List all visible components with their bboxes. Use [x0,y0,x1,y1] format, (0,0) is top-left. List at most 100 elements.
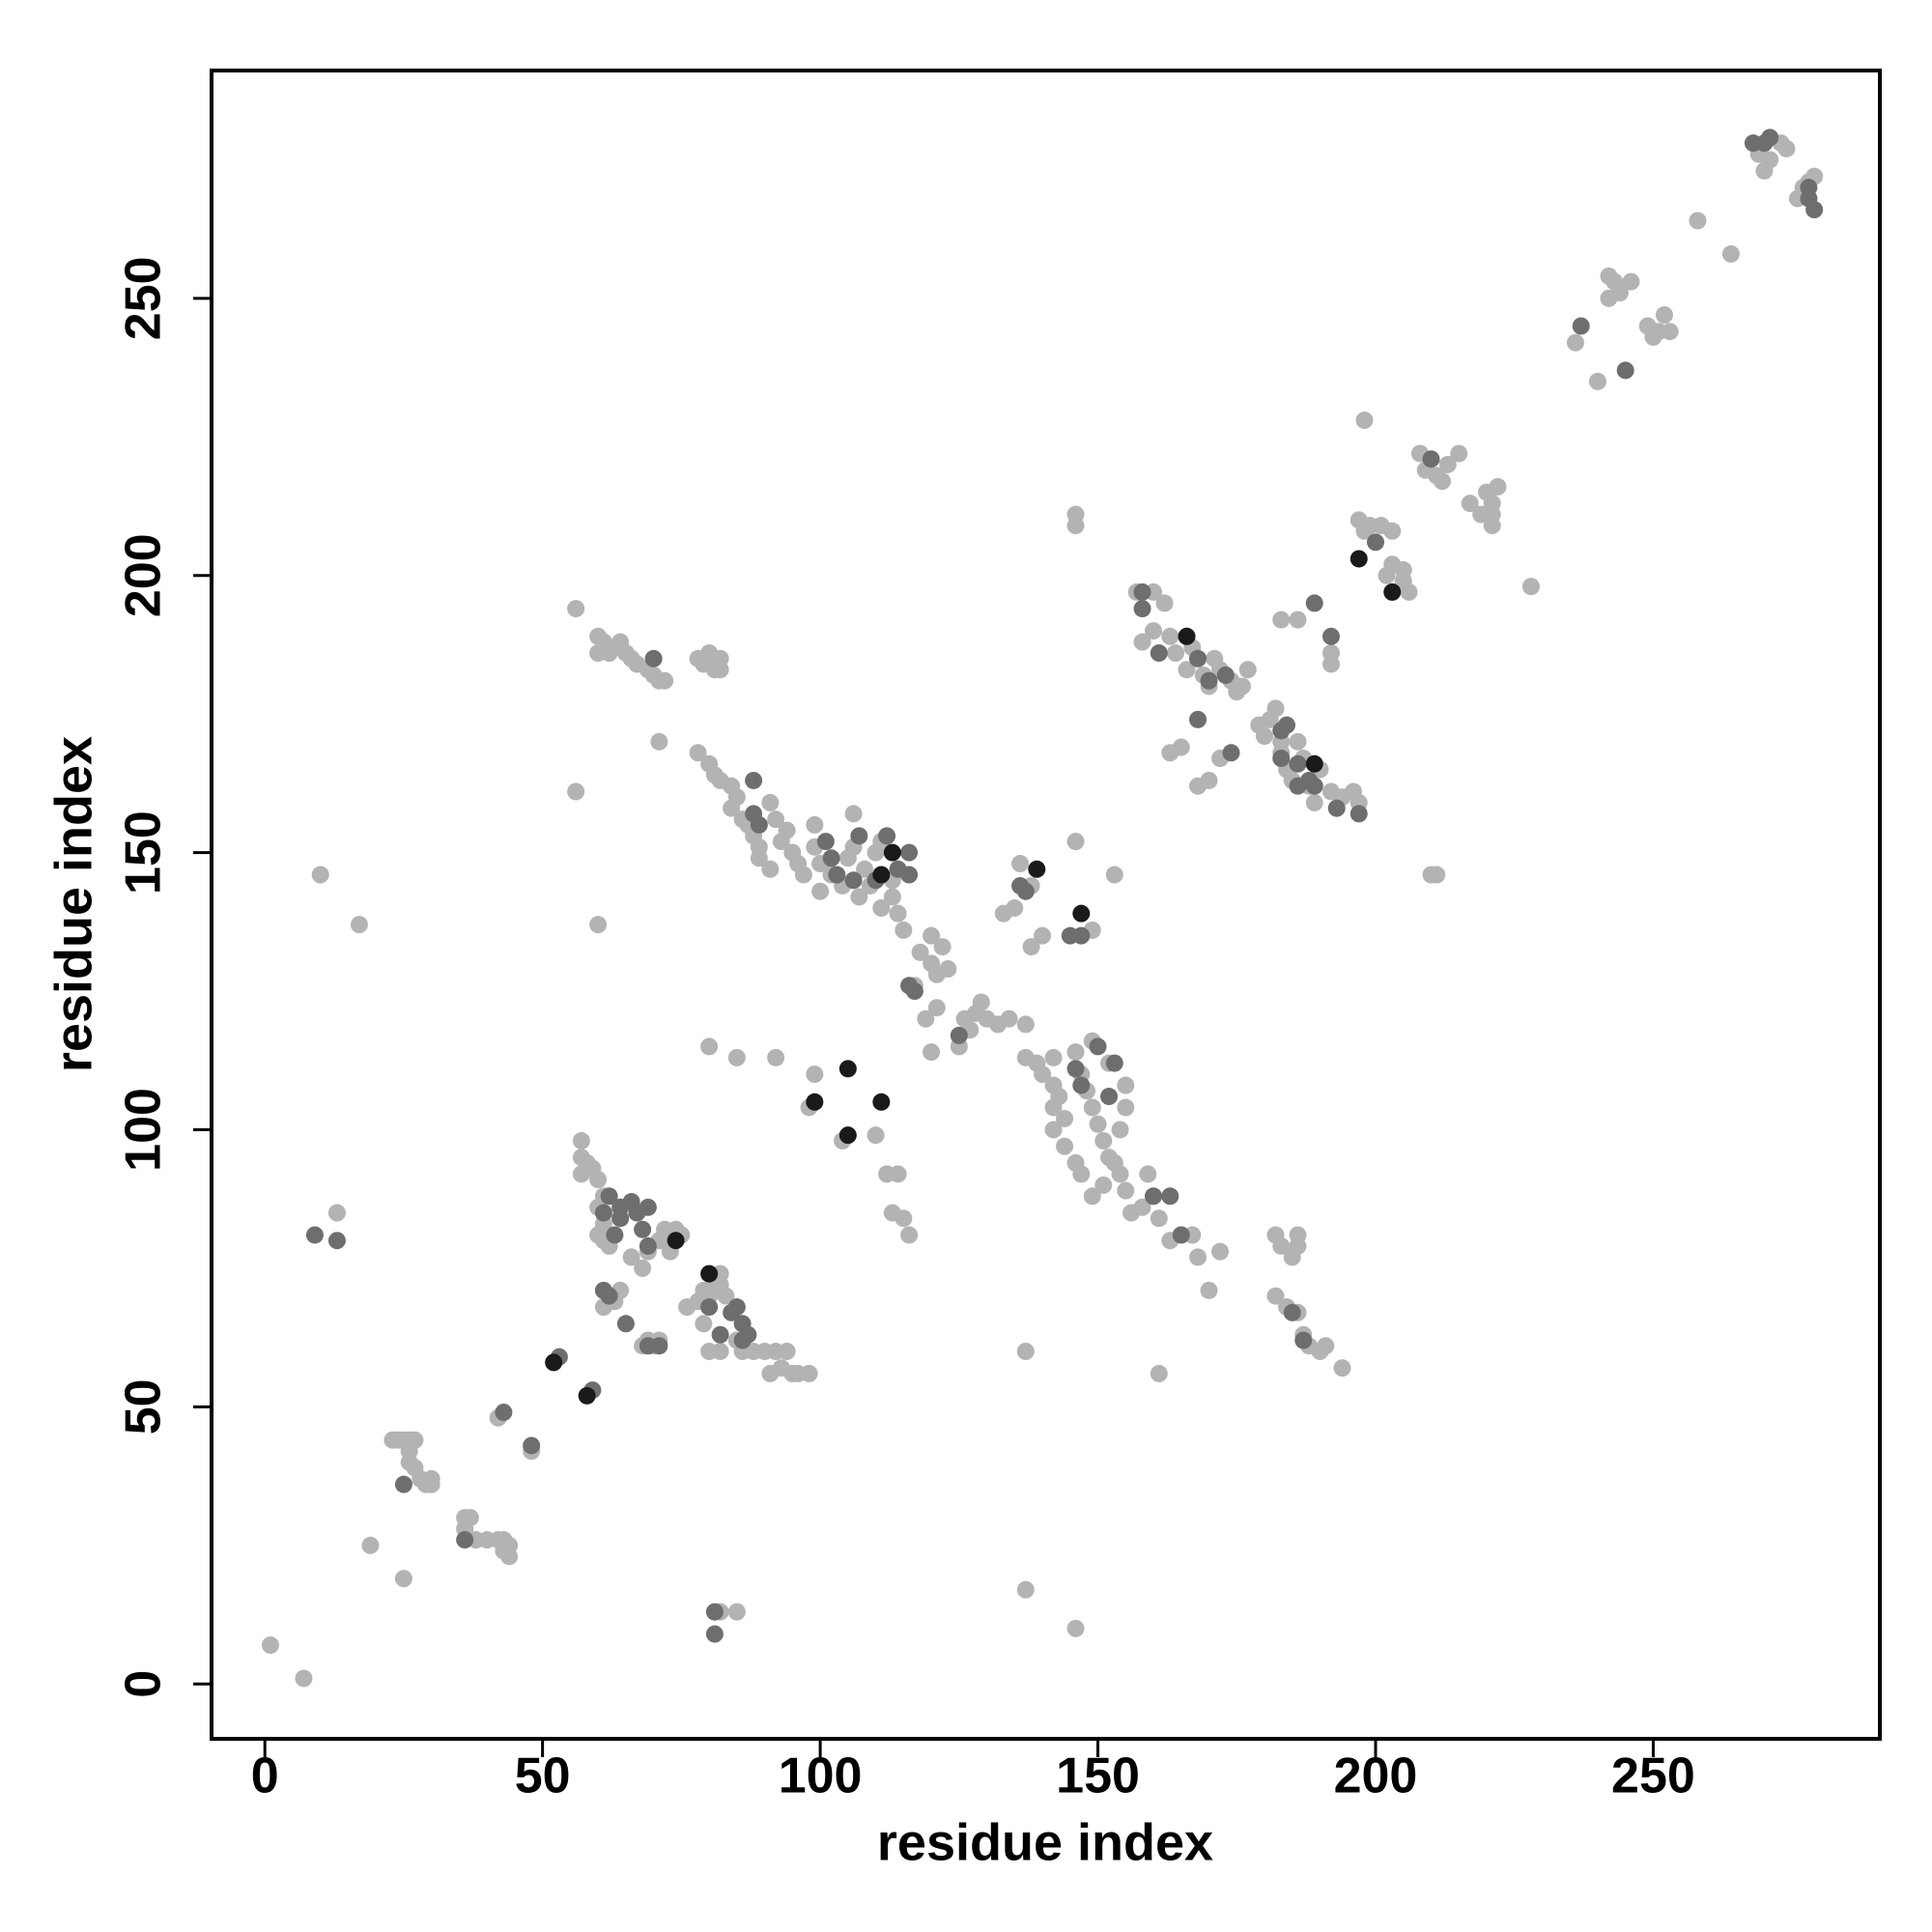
point [761,793,780,811]
point [1317,1337,1335,1355]
point [950,1026,968,1044]
point [500,1548,519,1566]
point [1289,732,1307,751]
point [1689,212,1707,230]
point [1072,1165,1091,1183]
point [639,1198,657,1216]
point [927,999,946,1017]
point [923,926,941,945]
point [727,1048,746,1066]
x-tick-label: 100 [779,1748,863,1804]
point [900,843,919,862]
point [639,1236,657,1255]
point [1461,495,1479,513]
point [1216,666,1235,684]
point [745,771,763,789]
point [700,1298,719,1317]
point [1016,882,1035,900]
point [572,1131,590,1150]
point [1016,1580,1035,1599]
point [1321,627,1340,645]
point [844,871,863,890]
point [1272,750,1291,768]
point [761,860,780,878]
point [1172,1226,1190,1244]
point [778,1342,796,1360]
point [1061,926,1079,945]
point [1011,855,1030,873]
point [695,1315,713,1333]
point [727,1298,746,1317]
point [1333,1359,1351,1378]
point [295,1669,313,1688]
point [1161,627,1179,645]
point [911,943,929,961]
point [1278,716,1296,734]
point [567,782,585,801]
point [1234,677,1252,696]
point [523,1436,541,1455]
x-tick-label: 0 [251,1748,279,1804]
point [1383,582,1402,601]
point [1800,179,1818,197]
point [1000,1009,1018,1028]
point [889,904,907,923]
point [1105,866,1123,884]
point [1016,1342,1035,1360]
point [1139,1165,1157,1183]
point [1094,1131,1113,1150]
point [1305,793,1323,811]
point [733,1331,752,1350]
x-tick-label: 250 [1611,1748,1695,1804]
point [622,1248,640,1266]
point [1521,578,1540,596]
point [1178,627,1196,645]
point [589,916,608,934]
point [1483,517,1501,535]
point [1450,444,1468,463]
point [1178,661,1196,679]
point [923,1043,941,1062]
point [456,1531,474,1549]
point [711,1342,729,1360]
point [1428,866,1446,884]
point [1133,1198,1151,1216]
point [1327,799,1346,817]
point [900,866,919,884]
point [705,1625,724,1643]
x-tick-label: 200 [1334,1748,1418,1804]
point [1305,754,1323,773]
point [828,866,846,884]
point [1266,1287,1285,1305]
point [1616,361,1634,380]
point [1167,644,1185,663]
point [1805,201,1824,219]
point [1089,1115,1107,1133]
point [1350,550,1368,568]
point [905,982,923,1001]
point [1155,594,1174,612]
point [895,1209,913,1228]
point [1305,777,1323,795]
x-axis-label: residue index [877,1813,1213,1871]
point [1355,412,1374,430]
point [1200,671,1218,690]
point [1272,611,1291,629]
point [750,815,768,834]
point [838,1060,857,1078]
point [305,1226,324,1244]
point [667,1232,685,1250]
point [350,916,368,934]
point [1222,744,1240,762]
point [1422,450,1440,469]
point [711,661,729,679]
point [1056,1109,1074,1127]
point [650,1337,668,1355]
point [917,1009,935,1028]
point [600,1187,618,1206]
point [1056,1137,1074,1155]
point [1200,771,1218,789]
point [1117,1076,1135,1094]
point [1655,306,1673,325]
point [1622,272,1640,291]
